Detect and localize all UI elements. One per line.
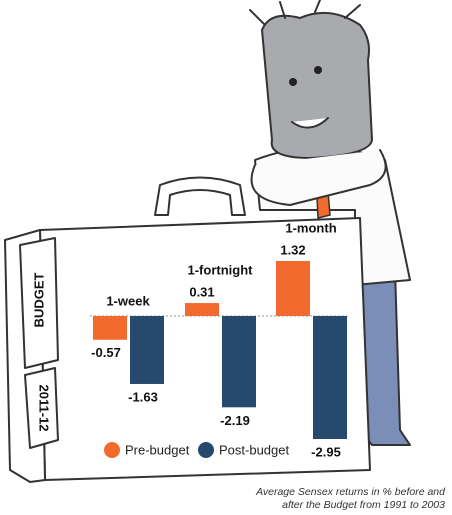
value-label: 1.32	[280, 242, 305, 257]
bar	[222, 316, 256, 408]
tag-text: BUDGET	[31, 272, 46, 327]
bar	[130, 316, 164, 384]
bar	[93, 316, 127, 340]
bar	[313, 316, 347, 440]
mouth	[291, 117, 329, 129]
tag	[24, 367, 59, 449]
bar	[276, 260, 310, 316]
value-label: -2.95	[311, 444, 341, 459]
arms	[250, 149, 387, 206]
category-label: 1-month	[285, 220, 336, 235]
legend-swatch	[198, 442, 214, 458]
tag	[19, 237, 59, 369]
eye	[314, 66, 322, 74]
value-label: 0.31	[189, 285, 214, 300]
bar	[185, 303, 219, 316]
hair	[249, 0, 361, 26]
value-label: -2.19	[220, 413, 250, 428]
value-label: -0.57	[91, 345, 121, 360]
legend-label: Post-budget	[219, 442, 289, 457]
handle	[154, 176, 246, 216]
legend-swatch	[104, 442, 120, 458]
legend-label: Pre-budget	[125, 442, 190, 457]
head	[261, 11, 373, 159]
tag-text: 2011-12	[37, 385, 52, 432]
plot: -0.57 -1.63 1-week 0.31 -2.19 1-fortnight 1.32…	[91, 220, 347, 459]
caption: Average Sensex returns in % before and	[255, 486, 446, 498]
category-label: 1-fortnight	[188, 263, 254, 278]
value-label: -1.63	[128, 389, 158, 404]
caption: after the Budget from 1991 to 2003	[282, 499, 445, 511]
category-label: 1-week	[106, 293, 150, 308]
illustration: BUDGET 2011-12	[4, 0, 411, 483]
eye	[289, 78, 297, 86]
